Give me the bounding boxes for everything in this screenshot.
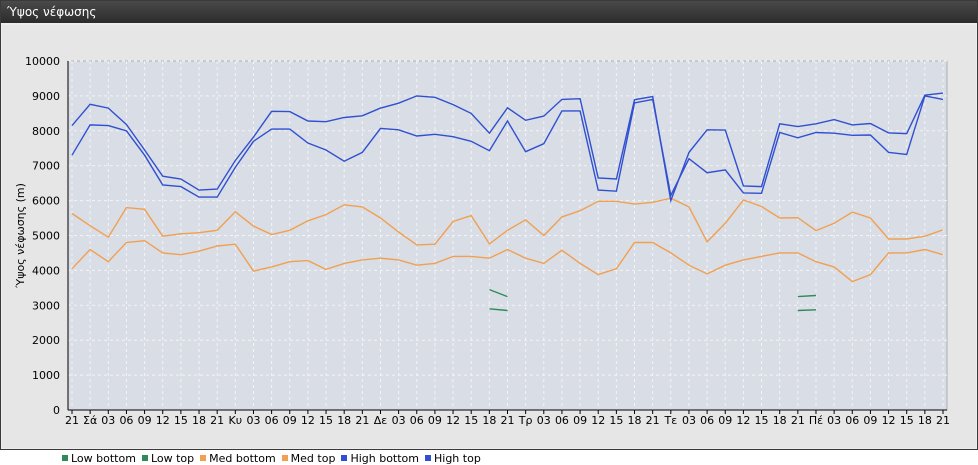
x-tick-label: 18: [482, 414, 496, 427]
x-tick-label: 03: [246, 414, 260, 427]
x-tick-label: 21: [210, 414, 224, 427]
x-tick-label: Δε: [374, 414, 388, 427]
x-tick-label: 21: [791, 414, 805, 427]
y-tick-label: 2000: [32, 334, 60, 347]
legend-label: High top: [434, 451, 481, 465]
x-tick-label: 06: [845, 414, 859, 427]
x-tick-label: 15: [755, 414, 769, 427]
x-tick-label: Κυ: [229, 414, 243, 427]
legend-item: High bottom: [341, 451, 419, 465]
legend-label: Med bottom: [209, 451, 276, 465]
x-tick-label: 18: [337, 414, 351, 427]
y-tick-label: 7000: [32, 160, 60, 173]
x-tick-label: 12: [301, 414, 315, 427]
x-tick-label: 15: [900, 414, 914, 427]
legend-swatch: [141, 455, 148, 461]
y-tick-label: 3000: [32, 299, 60, 312]
x-tick-label: 18: [773, 414, 787, 427]
legend-label: Low top: [150, 451, 195, 465]
chart-legend: Low bottom Low top Med bottom Med top High b…: [62, 451, 481, 465]
x-tick-label: 06: [119, 414, 133, 427]
y-tick-label: 1000: [32, 369, 60, 382]
x-tick-label: 03: [537, 414, 551, 427]
legend-item: Low bottom: [62, 451, 136, 465]
x-tick-label: 21: [646, 414, 660, 427]
x-tick-label: 21: [65, 414, 79, 427]
x-tick-label: 15: [319, 414, 333, 427]
x-tick-label: 12: [446, 414, 460, 427]
x-tick-label: 03: [682, 414, 696, 427]
x-tick-label: 15: [174, 414, 188, 427]
legend-item: Low top: [141, 451, 195, 465]
window-title: Ύψος νέφωσης: [7, 5, 97, 19]
y-tick-label: 9000: [32, 90, 60, 103]
x-tick-label: 12: [736, 414, 750, 427]
x-tick-label: 03: [827, 414, 841, 427]
title-bar: Ύψος νέφωσης: [1, 1, 977, 23]
legend-item: Med top: [281, 451, 336, 465]
y-tick-label: 6000: [32, 195, 60, 208]
legend-label: Med top: [290, 451, 336, 465]
y-tick-label: 10000: [25, 55, 60, 68]
x-tick-label: 18: [192, 414, 206, 427]
series-line-high-top: [71, 92, 944, 204]
series-line-med-top: [71, 197, 944, 246]
y-axis-label: Ύψος νέφωσης (m): [14, 183, 27, 289]
legend-swatch: [200, 455, 207, 461]
x-tick-label: 12: [591, 414, 605, 427]
x-tick-label: Πέ: [809, 414, 823, 427]
series-line-low-top: [797, 294, 817, 298]
x-tick-label: 09: [718, 414, 732, 427]
x-tick-label: 03: [101, 414, 115, 427]
cloud-height-chart: 0 1000 2000 3000 4000 5000 6000 7000 8000 9000 100…: [14, 55, 950, 427]
legend-item: Med bottom: [200, 451, 276, 465]
x-tick-label: 15: [609, 414, 623, 427]
x-tick-label: 03: [392, 414, 406, 427]
x-tick-label: 09: [138, 414, 152, 427]
x-tick-label: 06: [410, 414, 424, 427]
y-tick-label: 5000: [32, 230, 60, 243]
legend-swatch: [425, 455, 431, 461]
series-line-low-top: [489, 288, 508, 298]
y-tick-label: 8000: [32, 125, 60, 138]
legend-swatch: [281, 455, 288, 461]
x-tick-label: 15: [464, 414, 478, 427]
x-tick-label: Τρ: [518, 414, 533, 427]
series-line-high-bottom: [71, 95, 944, 198]
x-tick-label: 09: [283, 414, 297, 427]
chart-panel: 0 1000 2000 3000 4000 5000 6000 7000 8000 9000 100…: [2, 25, 976, 465]
x-tick-label: 21: [355, 414, 369, 427]
legend-swatch: [341, 455, 348, 461]
x-tick-label: 21: [501, 414, 515, 427]
series-line-low-bottom: [797, 309, 817, 312]
series-line-low-bottom: [489, 308, 508, 312]
x-tick-label: 06: [265, 414, 279, 427]
x-tick-label: Τε: [663, 414, 677, 427]
x-tick-label: 06: [555, 414, 569, 427]
x-tick-label: 09: [428, 414, 442, 427]
x-tick-label: 21: [936, 414, 950, 427]
x-tick-label: 09: [573, 414, 587, 427]
x-tick-label: 12: [156, 414, 170, 427]
x-tick-label: 12: [882, 414, 896, 427]
legend-item: High top: [425, 451, 481, 465]
legend-label: Low bottom: [71, 451, 136, 465]
x-tick-label: 18: [628, 414, 642, 427]
x-tick-label: 18: [918, 414, 932, 427]
series-line-med-bottom: [71, 239, 944, 283]
x-tick-label: 09: [863, 414, 877, 427]
legend-label: High bottom: [350, 451, 419, 465]
x-tick-label: Σά: [83, 414, 97, 427]
x-tick-label: 06: [700, 414, 714, 427]
y-tick-label: 4000: [32, 264, 60, 277]
legend-swatch: [62, 455, 68, 461]
y-tick-label: 0: [53, 404, 60, 417]
